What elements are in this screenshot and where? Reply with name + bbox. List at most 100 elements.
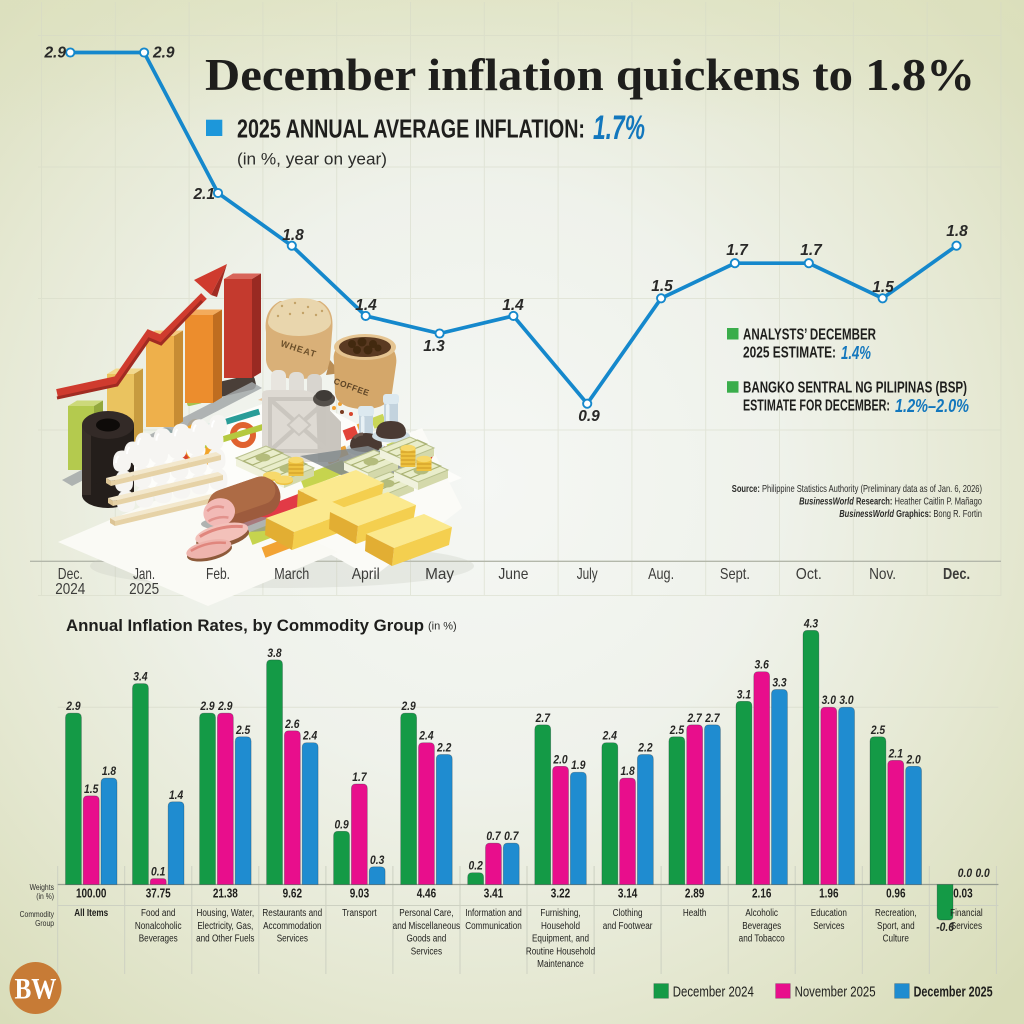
svg-text:2.0: 2.0: [906, 754, 922, 767]
svg-text:1.2%–2.0%: 1.2%–2.0%: [895, 396, 969, 416]
svg-text:(in %): (in %): [36, 891, 54, 901]
svg-text:21.38: 21.38: [213, 887, 239, 900]
svg-text:1.7%: 1.7%: [593, 109, 645, 147]
svg-text:2.9: 2.9: [43, 45, 66, 62]
svg-text:1.4: 1.4: [355, 297, 377, 314]
svg-text:(in %, year on year): (in %, year on year): [237, 150, 387, 169]
svg-text:1.96: 1.96: [819, 887, 838, 900]
svg-text:Information and: Information and: [465, 907, 522, 918]
svg-text:2024: 2024: [55, 581, 85, 598]
svg-text:BusinessWorld Graphics: Bong R: BusinessWorld Graphics: Bong R. Fortin: [839, 508, 982, 519]
svg-text:1.8: 1.8: [102, 765, 117, 778]
svg-text:1.7: 1.7: [726, 242, 749, 259]
svg-text:Food and: Food and: [141, 907, 175, 918]
svg-text:2.2: 2.2: [436, 742, 452, 755]
svg-text:Sept.: Sept.: [720, 566, 750, 583]
svg-text:BusinessWorld Research: Heathe: BusinessWorld Research: Heather Caitlin …: [799, 495, 982, 506]
svg-text:3.4: 3.4: [133, 671, 148, 684]
svg-text:Transport: Transport: [342, 907, 377, 918]
svg-text:2.4: 2.4: [602, 730, 618, 743]
svg-text:2.9: 2.9: [152, 45, 175, 62]
svg-text:2.9: 2.9: [65, 700, 81, 713]
svg-text:Equipment, and: Equipment, and: [532, 933, 589, 944]
svg-text:2.9: 2.9: [199, 700, 215, 713]
svg-text:Culture: Culture: [883, 933, 909, 944]
svg-text:2.5: 2.5: [669, 724, 685, 737]
svg-text:Financial: Financial: [950, 907, 983, 918]
svg-text:Communication: Communication: [465, 920, 522, 931]
svg-text:0.0: 0.0: [958, 867, 973, 880]
svg-text:4.3: 4.3: [803, 618, 819, 631]
svg-text:1.5: 1.5: [872, 279, 894, 296]
svg-text:1.7: 1.7: [352, 771, 367, 784]
svg-text:2.7: 2.7: [535, 712, 551, 725]
svg-text:2.7: 2.7: [704, 712, 720, 725]
svg-text:Goods and: Goods and: [406, 933, 446, 944]
svg-text:Dec.: Dec.: [58, 566, 83, 583]
svg-text:2.6: 2.6: [284, 718, 300, 731]
svg-text:2.0: 2.0: [552, 754, 568, 767]
svg-text:3.3: 3.3: [772, 677, 787, 690]
svg-text:2.4: 2.4: [302, 730, 318, 743]
svg-text:March: March: [274, 566, 309, 583]
svg-text:June: June: [498, 566, 528, 583]
svg-text:0.03: 0.03: [953, 887, 972, 900]
svg-text:December 2024: December 2024: [673, 984, 754, 1001]
svg-text:November 2025: November 2025: [795, 984, 876, 1001]
svg-text:3.6: 3.6: [755, 659, 770, 672]
svg-text:Weights: Weights: [30, 882, 55, 892]
svg-text:Electricity, Gas,: Electricity, Gas,: [197, 920, 253, 931]
svg-text:Sport, and: Sport, and: [877, 920, 915, 931]
svg-text:Services: Services: [411, 946, 443, 957]
svg-text:Dec.: Dec.: [943, 566, 970, 583]
svg-text:3.41: 3.41: [484, 887, 504, 900]
svg-text:9.62: 9.62: [283, 887, 302, 900]
svg-text:3.0: 3.0: [839, 694, 854, 707]
svg-text:Clothing: Clothing: [613, 907, 643, 918]
svg-text:Nov.: Nov.: [869, 566, 896, 583]
svg-text:100.00: 100.00: [76, 887, 107, 900]
svg-text:1.4: 1.4: [502, 297, 524, 314]
svg-text:2.7: 2.7: [687, 712, 703, 725]
svg-text:0.1: 0.1: [151, 866, 165, 879]
svg-text:Alcoholic: Alcoholic: [745, 907, 778, 918]
svg-text:2.5: 2.5: [235, 724, 251, 737]
svg-text:Beverages: Beverages: [742, 920, 781, 931]
svg-text:0.96: 0.96: [886, 887, 905, 900]
svg-text:Restaurants and: Restaurants and: [262, 907, 322, 918]
svg-text:0.7: 0.7: [504, 830, 519, 843]
svg-text:2.5: 2.5: [870, 724, 886, 737]
svg-text:1.7: 1.7: [800, 242, 823, 259]
svg-text:1.4: 1.4: [169, 789, 184, 802]
svg-text:0.3: 0.3: [370, 854, 385, 867]
svg-text:0.2: 0.2: [469, 860, 484, 873]
svg-text:1.8: 1.8: [282, 227, 304, 244]
svg-text:3.0: 3.0: [822, 694, 837, 707]
svg-text:All Items: All Items: [74, 907, 108, 918]
svg-text:2.4: 2.4: [418, 730, 434, 743]
svg-text:2.9: 2.9: [217, 700, 233, 713]
svg-text:Housing, Water,: Housing, Water,: [196, 907, 254, 918]
svg-text:Annual Inflation Rates, by Com: Annual Inflation Rates, by Commodity Gro…: [66, 616, 424, 635]
svg-text:2.1: 2.1: [192, 186, 215, 203]
svg-text:Nonalcoholic: Nonalcoholic: [135, 920, 182, 931]
svg-text:-0.6: -0.6: [936, 921, 954, 934]
svg-text:Maintenance: Maintenance: [537, 958, 584, 969]
svg-text:1.8: 1.8: [946, 223, 968, 240]
svg-text:Services: Services: [813, 920, 845, 931]
svg-text:ESTIMATE FOR DECEMBER:: ESTIMATE FOR DECEMBER:: [743, 398, 890, 415]
svg-text:2.9: 2.9: [401, 700, 417, 713]
svg-text:Services: Services: [951, 920, 983, 931]
svg-text:2.89: 2.89: [685, 887, 704, 900]
svg-text:3.22: 3.22: [551, 887, 570, 900]
svg-text:and Footwear: and Footwear: [603, 920, 653, 931]
svg-text:3.1: 3.1: [737, 689, 751, 702]
svg-text:1.8: 1.8: [620, 765, 635, 778]
svg-text:2025 ESTIMATE:: 2025 ESTIMATE:: [743, 345, 836, 362]
svg-text:BANGKO SENTRAL NG PILIPINAS (B: BANGKO SENTRAL NG PILIPINAS (BSP): [743, 380, 967, 397]
svg-text:Furnishing,: Furnishing,: [540, 907, 580, 918]
svg-text:Beverages: Beverages: [139, 933, 178, 944]
svg-text:April: April: [352, 566, 380, 583]
svg-text:9.03: 9.03: [350, 887, 369, 900]
svg-text:December 2025: December 2025: [914, 984, 993, 1001]
